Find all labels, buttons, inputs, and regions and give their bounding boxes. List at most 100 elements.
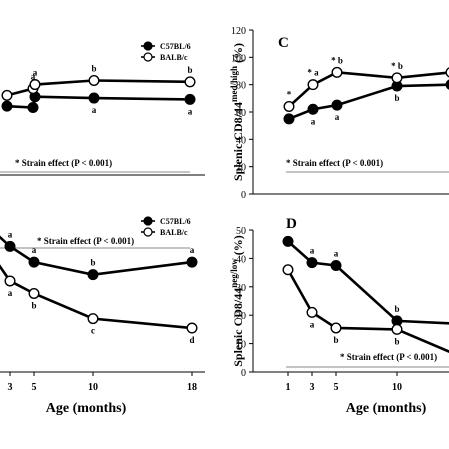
data-point-balbc [391, 72, 403, 84]
panel-b: 3 5 10 18 Age (months) * Strain effect (P < 0… [0, 216, 205, 416]
annotation-text: * Strain effect (P < 0.001) [340, 352, 437, 362]
x-tick-label: 10 [392, 382, 402, 393]
x-axis-label: Age (months) [46, 401, 127, 416]
legend-marker [143, 227, 153, 237]
annotation-text: * Strain effect (P < 0.001) [37, 236, 134, 246]
data-point-c57bl6 [88, 92, 100, 104]
data-label: b [394, 93, 399, 103]
legend-label: C57BL/6 [160, 42, 191, 51]
data-label: a [33, 68, 38, 78]
annotation-text: * Strain effect (P < 0.001) [15, 158, 112, 168]
data-point-balbc [4, 275, 16, 287]
y-tick-label: 10 [236, 340, 246, 351]
data-point-c57bl6 [307, 103, 319, 115]
y-axis-label-superscript: med/high [229, 66, 239, 102]
data-label: a [31, 72, 36, 82]
data-point-balbc [307, 79, 319, 91]
data-label: b [333, 335, 338, 345]
y-axis-label-main: Splenic CD8/44 [231, 102, 245, 181]
y-tick-label: 100 [231, 53, 246, 64]
data-label: a [8, 288, 13, 298]
data-point-c57bl6 [87, 269, 99, 281]
data-point-c57bl6 [4, 240, 16, 252]
data-label: b [91, 64, 96, 74]
y-tick-label: 0 [241, 190, 246, 201]
x-tick-label: 1 [286, 382, 291, 393]
data-point-balbc [186, 322, 198, 334]
data-point-balbc [306, 306, 318, 318]
panel-a: * Strain effect (P < 0.001)a a aaa b bC57BL/… [0, 41, 205, 176]
y-tick-label: 40 [236, 254, 246, 265]
data-label: b [90, 258, 95, 268]
data-point-balbc [87, 313, 99, 325]
y-tick-label: 20 [236, 311, 246, 322]
data-label: b [187, 65, 192, 75]
legend-marker [143, 52, 153, 62]
data-label: d [189, 335, 194, 345]
data-point-balbc [282, 264, 294, 276]
y-tick-label: 0 [241, 368, 246, 379]
data-point-balbc [445, 67, 449, 78]
y-axis-label-unit: (%) [231, 43, 245, 66]
data-point-c57bl6 [283, 113, 295, 125]
legend-marker [143, 41, 153, 51]
x-tick-label: 10 [88, 382, 98, 393]
y-tick-label: 40 [236, 135, 246, 146]
x-tick-label: 3 [8, 382, 13, 393]
y-tick-label: 120 [231, 26, 246, 37]
y-tick-label: 50 [236, 226, 246, 237]
panel-letter: C [278, 35, 289, 51]
data-point-c57bl6 [306, 257, 318, 269]
data-point-balbc [330, 322, 342, 334]
panel-c: 0 20 40 60 80 100 120 Splenic CD8/44med/high (%… [229, 26, 449, 201]
y-tick-label: 30 [236, 283, 246, 294]
data-label: b [31, 301, 36, 311]
data-point-c57bl6 [445, 79, 449, 90]
x-tick-label: 3 [310, 382, 315, 393]
legend-label: C57BL/6 [160, 217, 191, 226]
panel-letter: D [286, 216, 297, 232]
data-label: * b [331, 55, 343, 65]
y-axis-label-superscript: neg/low [229, 258, 239, 288]
data-point-c57bl6 [1, 100, 13, 112]
data-point-balbc [283, 101, 295, 113]
data-label: * b [391, 61, 403, 71]
data-point-c57bl6 [282, 235, 294, 247]
data-point-c57bl6 [184, 93, 196, 105]
annotation-text: * Strain effect (P < 0.001) [286, 158, 383, 168]
y-axis-label-main: Splenic CD8/44 [231, 288, 245, 367]
data-point-balbc [391, 323, 403, 335]
data-label: a [33, 104, 38, 114]
x-tick-label: 18 [187, 382, 197, 393]
x-tick-label: 5 [334, 382, 339, 393]
data-point-balbc [331, 66, 343, 78]
data-label: a [311, 116, 316, 126]
y-axis-label: Splenic CD8/44neg/low (%) [229, 235, 245, 367]
data-point-c57bl6 [28, 256, 40, 268]
y-tick-label: 80 [236, 81, 246, 92]
data-label: a [190, 245, 195, 255]
y-tick-label: 60 [236, 108, 246, 119]
legend-marker [143, 216, 153, 226]
data-point-balbc [1, 89, 13, 101]
x-axis-label: Age (months) [346, 401, 427, 416]
y-axis-label-unit: (%) [231, 235, 245, 258]
data-label: a [92, 105, 97, 115]
legend-label: BALB/c [160, 53, 188, 62]
data-label: a [8, 229, 13, 239]
data-point-c57bl6 [330, 260, 342, 272]
y-tick-label: 20 [236, 163, 246, 174]
y-axis-label: Splenic CD8/44med/high (%) [229, 43, 245, 181]
panel-d: 0 10 20 30 40 50 1 3 5 10 Age (months) Splenic CD8/… [229, 216, 449, 416]
data-label: b [394, 304, 399, 314]
data-point-c57bl6 [27, 101, 39, 113]
data-label: a [335, 112, 340, 122]
data-label: a [32, 245, 37, 255]
data-label: a [334, 249, 339, 259]
data-label: c [91, 326, 95, 336]
data-point-c57bl6 [331, 99, 343, 111]
data-point-balbc [88, 74, 100, 86]
data-label: a [188, 106, 193, 116]
data-label: a [310, 319, 315, 329]
